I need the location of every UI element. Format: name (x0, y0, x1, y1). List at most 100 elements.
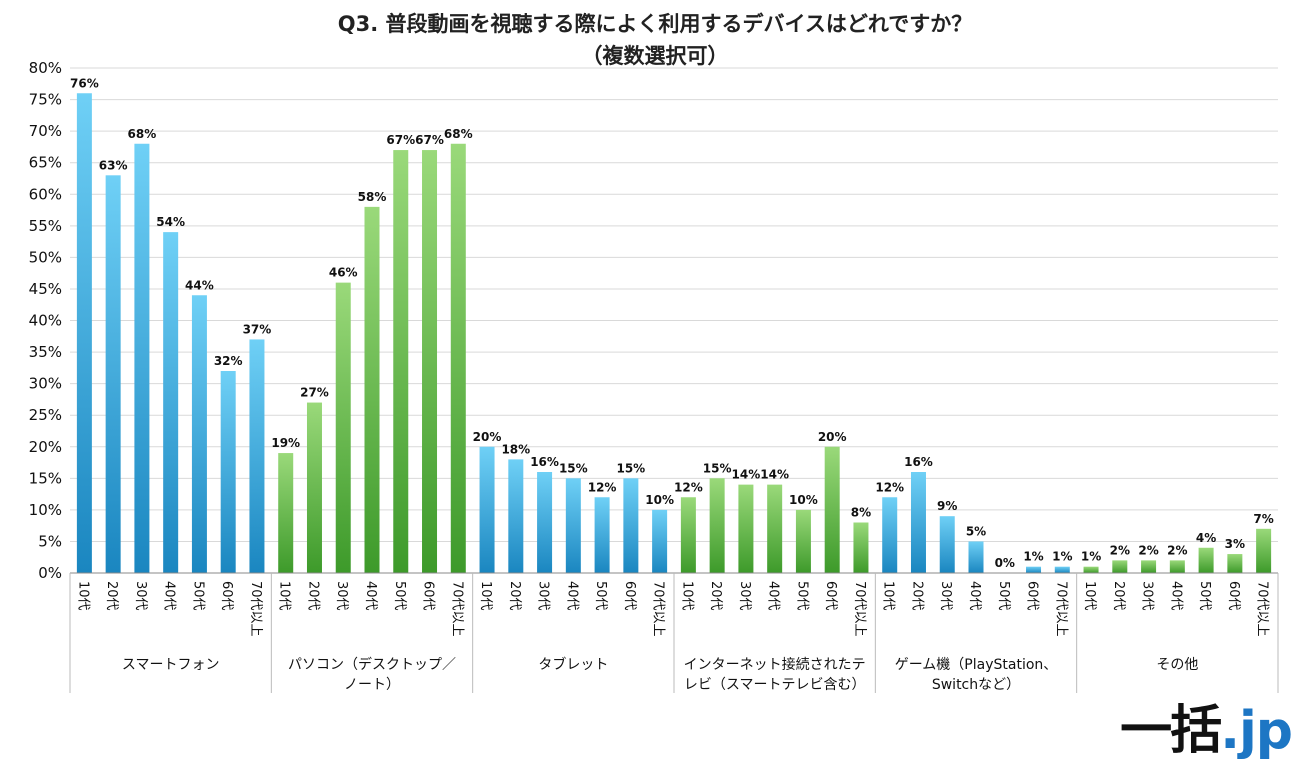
x-tick-label: 20代 (1111, 581, 1126, 611)
x-tick-label: 50代 (996, 581, 1011, 611)
x-tick-label: 20代 (507, 581, 522, 611)
y-tick-label: 5% (38, 532, 62, 550)
data-label: 27% (300, 386, 329, 400)
x-tick-label: 30代 (536, 581, 551, 611)
data-label: 14% (732, 468, 761, 482)
bar (364, 206, 380, 573)
x-tick-label: 50代 (190, 581, 205, 611)
bar (939, 516, 955, 573)
data-label: 67% (415, 133, 444, 147)
data-label: 63% (99, 158, 128, 172)
bar (709, 478, 725, 573)
chart-title: Q3. 普段動画を視聴する際によく利用するデバイスはどれですか？ (337, 12, 973, 36)
bar (680, 497, 696, 573)
bar (335, 282, 351, 573)
bar (220, 371, 236, 573)
x-tick-label: 70代以上 (1053, 581, 1068, 637)
bar (306, 402, 322, 573)
x-tick-label: 60代 (622, 581, 637, 611)
bar (968, 541, 984, 573)
bar (278, 453, 294, 573)
x-tick-label: 60代 (823, 581, 838, 611)
data-label: 0% (995, 556, 1015, 570)
y-tick-label: 25% (29, 406, 62, 424)
data-label: 4% (1196, 531, 1216, 545)
x-tick-label: 50代 (794, 581, 809, 611)
bar (910, 472, 926, 573)
data-label: 16% (530, 455, 559, 469)
bar (105, 175, 121, 573)
bar (565, 478, 581, 573)
data-label: 3% (1225, 537, 1245, 551)
x-tick-label: 10代 (679, 581, 694, 611)
bar (824, 446, 840, 573)
bar (537, 472, 553, 573)
group-label: スマートフォン (122, 657, 220, 673)
bar (882, 497, 898, 573)
y-tick-label: 70% (29, 122, 62, 140)
bar (249, 339, 265, 573)
y-tick-label: 35% (29, 343, 62, 361)
bar (623, 478, 639, 573)
bar (853, 522, 869, 573)
data-label: 5% (966, 524, 986, 538)
data-label: 12% (588, 480, 617, 494)
data-label: 7% (1253, 512, 1273, 526)
data-label: 1% (1023, 550, 1043, 564)
data-label: 76% (70, 76, 99, 90)
x-tick-label: 30代 (334, 581, 349, 611)
group-label: ゲーム機（PlayStation、 (895, 657, 1058, 673)
bar (1054, 566, 1070, 573)
y-tick-label: 50% (29, 248, 62, 266)
bar (738, 484, 754, 573)
x-tick-label: 60代 (421, 581, 436, 611)
data-label: 14% (760, 468, 789, 482)
x-tick-label: 70代以上 (449, 581, 464, 637)
x-tick-label: 40代 (766, 581, 781, 611)
data-label: 2% (1138, 543, 1158, 557)
data-label: 68% (444, 127, 473, 141)
x-tick-label: 70代以上 (1255, 581, 1270, 637)
bar (422, 150, 438, 573)
group-label: インターネット接続されたテ (684, 656, 866, 673)
bar (795, 509, 811, 573)
bar (767, 484, 783, 573)
x-tick-label: 70代以上 (852, 581, 867, 637)
data-label: 2% (1110, 543, 1130, 557)
x-tick-label: 40代 (967, 581, 982, 611)
bar (76, 93, 92, 573)
x-tick-label: 70代以上 (248, 581, 263, 637)
data-label: 15% (616, 461, 645, 475)
y-tick-label: 60% (29, 185, 62, 203)
x-tick-label: 50代 (1197, 581, 1212, 611)
y-tick-label: 30% (29, 375, 62, 393)
bar (1256, 528, 1272, 573)
x-tick-label: 10代 (277, 581, 292, 611)
data-label: 12% (875, 480, 904, 494)
data-labels: 76%63%68%54%44%32%37%19%27%46%58%67% 67% 6… (70, 76, 1274, 570)
bar (1083, 566, 1099, 573)
x-tick-label: 50代 (593, 581, 608, 611)
y-tick-label: 15% (29, 469, 62, 487)
data-label: 54% (156, 215, 185, 229)
x-tick-label: 30代 (938, 581, 953, 611)
bar (163, 232, 179, 573)
x-tick-label: 20代 (909, 581, 924, 611)
data-label: 10% (645, 493, 674, 507)
x-tick-label: 40代 (564, 581, 579, 611)
y-tick-label: 80% (29, 59, 62, 77)
data-label: 2% (1167, 543, 1187, 557)
x-tick-label: 30代 (737, 581, 752, 611)
data-label: 19% (271, 436, 300, 450)
data-label: 1% (1081, 550, 1101, 564)
group-label: レビ（スマートテレビ含む） (684, 677, 866, 693)
data-label: 20% (818, 430, 847, 444)
data-label: 67% (386, 133, 415, 147)
bar (594, 497, 610, 573)
group-label: タブレット (538, 656, 608, 673)
group-label: ノート） (344, 677, 400, 693)
bar (191, 295, 207, 573)
bar (1227, 554, 1243, 573)
data-label: 10% (789, 493, 818, 507)
x-tick-label: 60代 (1226, 581, 1241, 611)
